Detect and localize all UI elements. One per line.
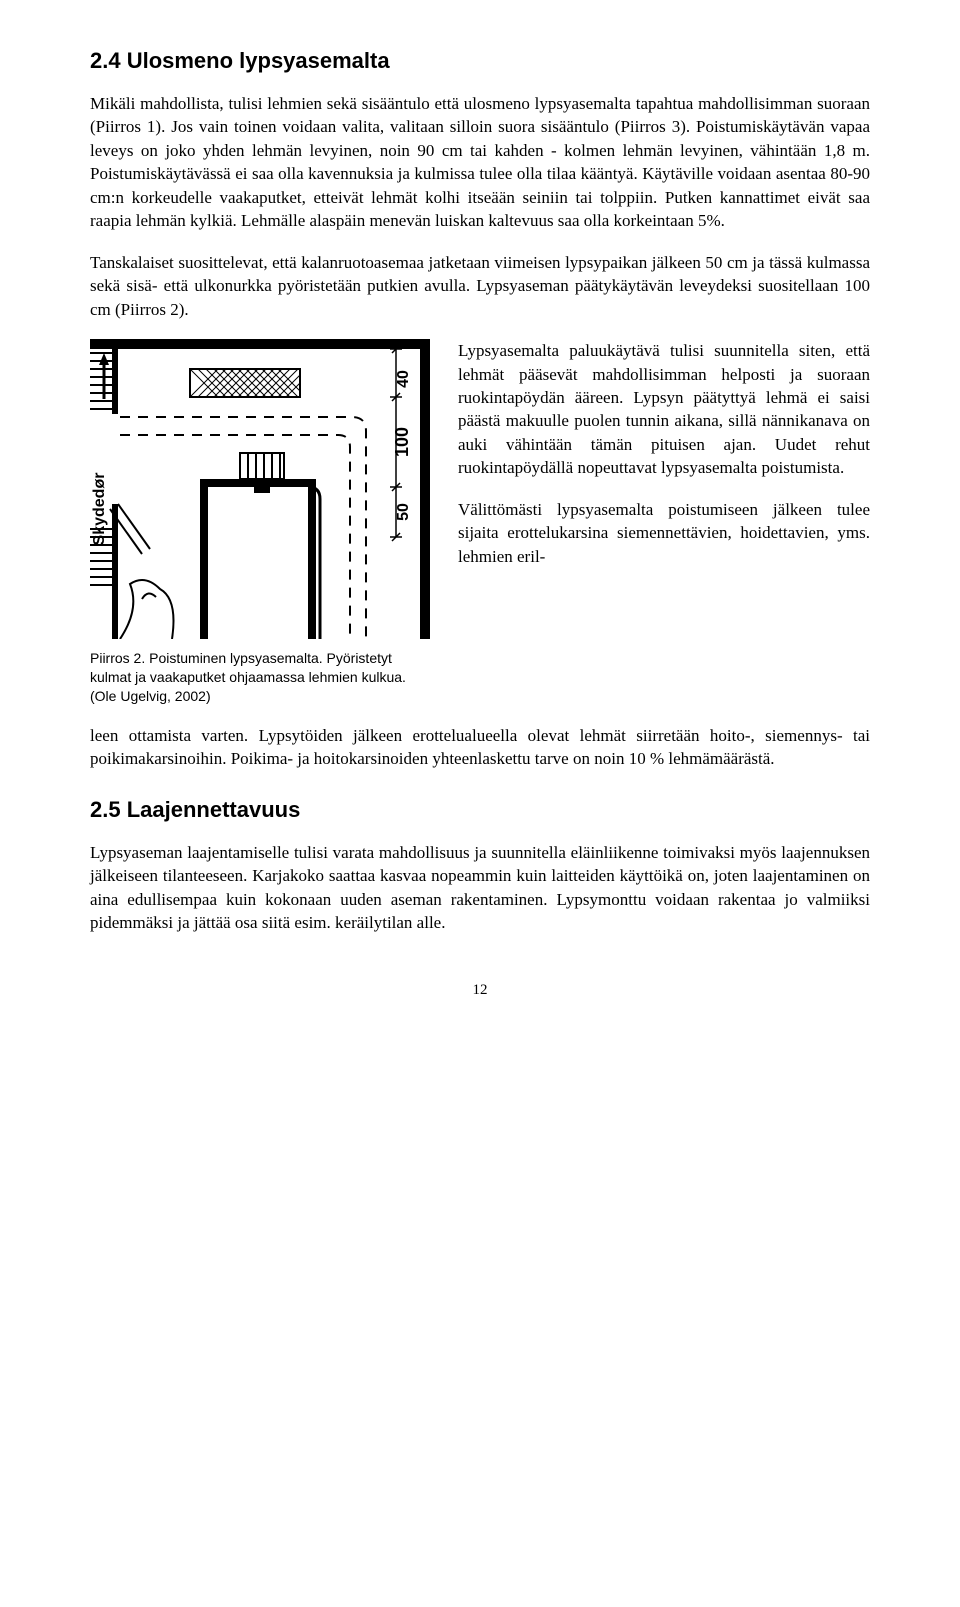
section-2-4-post-figure-paragraph: leen ottamista varten. Lypsytöiden jälke… [90, 724, 870, 771]
figure-2-dim-50-label: 50 [395, 503, 412, 521]
section-2-4-side-paragraph-2: Välittömästi lypsyasemalta poistumiseen … [458, 498, 870, 568]
figure-2-box: Skydedør [90, 339, 430, 706]
section-2-4-paragraph-2: Tanskalaiset suosittelevat, että kalanru… [90, 251, 870, 321]
figure-2-dim-100-label: 100 [392, 427, 412, 457]
figure-2-door-label: Skydedør [91, 473, 108, 546]
figure-2-caption: Piirros 2. Poistuminen lypsyasemalta. Py… [90, 649, 430, 706]
page: 2.4 Ulosmeno lypsyasemalta Mikäli mahdol… [0, 0, 960, 1059]
figure-2-row: Skydedør [90, 339, 870, 706]
figure-2-dim-40-label: 40 [395, 370, 412, 388]
section-2-4-paragraph-1: Mikäli mahdollista, tulisi lehmien sekä … [90, 92, 870, 233]
figure-2-svg: Skydedør [90, 339, 430, 639]
figure-2-side-text: Lypsyasemalta paluukäytävä tulisi suunni… [458, 339, 870, 568]
page-number: 12 [90, 982, 870, 999]
section-2-4-heading: 2.4 Ulosmeno lypsyasemalta [90, 48, 870, 74]
section-2-4-side-paragraph-1: Lypsyasemalta paluukäytävä tulisi suunni… [458, 339, 870, 480]
section-2-5-heading: 2.5 Laajennettavuus [90, 797, 870, 823]
section-2-5-paragraph-1: Lypsyaseman laajentamiselle tulisi varat… [90, 841, 870, 935]
